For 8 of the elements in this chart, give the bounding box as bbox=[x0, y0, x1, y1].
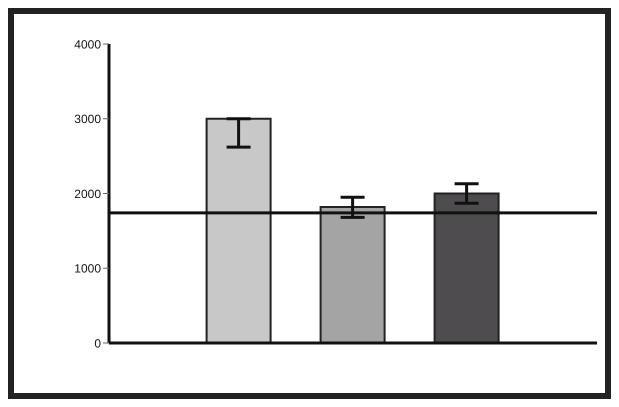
y-tick-label: 1000 bbox=[74, 262, 102, 276]
bar bbox=[206, 118, 272, 343]
bar bbox=[434, 192, 500, 343]
y-tick-label: 0 bbox=[94, 336, 102, 350]
y-tick-label: 2000 bbox=[74, 186, 102, 201]
bar bbox=[320, 206, 386, 343]
y-tick-label: 4000 bbox=[74, 37, 102, 52]
y-tick-label: 3000 bbox=[74, 112, 102, 126]
